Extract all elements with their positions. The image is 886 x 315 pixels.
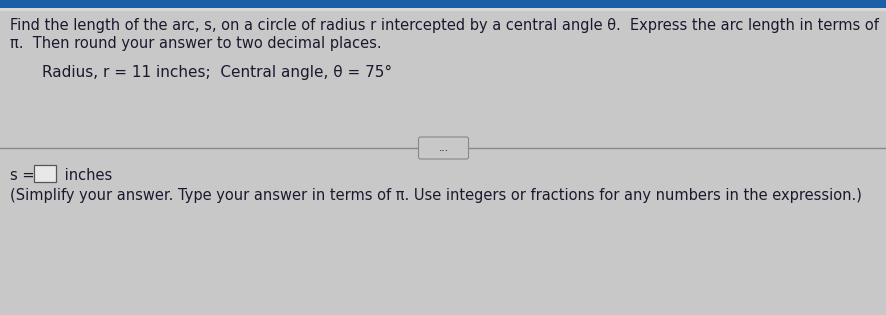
Text: π.  Then round your answer to two decimal places.: π. Then round your answer to two decimal… [10, 36, 381, 51]
Bar [0, 8, 886, 11]
Bar [34, 165, 56, 182]
Text: (Simplify your answer. Type your answer in terms of π. Use integers or fractions: (Simplify your answer. Type your answer … [10, 188, 861, 203]
Text: s =: s = [10, 168, 39, 183]
Text: Find the length of the arc, s, on a circle of radius r intercepted by a central : Find the length of the arc, s, on a circ… [10, 18, 878, 33]
FancyBboxPatch shape [418, 137, 468, 159]
Text: ...: ... [438, 143, 448, 153]
Bar [0, 0, 886, 8]
Text: inches: inches [60, 168, 113, 183]
Text: Radius, r = 11 inches;  Central angle, θ = 75°: Radius, r = 11 inches; Central angle, θ … [42, 65, 392, 80]
